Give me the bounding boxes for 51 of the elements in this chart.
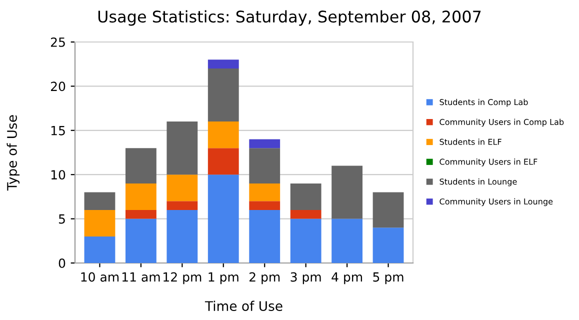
x-axis-title: Time of Use	[204, 300, 282, 312]
x-tick-label: 1 pm	[208, 272, 238, 284]
bar	[290, 210, 322, 219]
y-tick-label: 5	[58, 214, 65, 224]
bar	[332, 166, 363, 219]
y-tick-label: 20	[50, 82, 66, 92]
bar	[249, 201, 280, 210]
bar	[208, 122, 239, 148]
bar	[166, 122, 198, 175]
legend-label: Students in Comp Lab	[440, 98, 528, 107]
y-tick-label: 10	[51, 170, 66, 180]
bar	[125, 210, 156, 219]
bar	[84, 236, 116, 263]
bar	[166, 201, 198, 210]
bar	[372, 228, 404, 263]
x-tick-label: 3 pm	[290, 272, 321, 284]
bar	[249, 139, 280, 148]
legend-label: Community Users in Comp Lab	[440, 118, 564, 127]
y-axis-title: Type of Use	[6, 115, 20, 191]
bar	[125, 218, 156, 263]
legend-label: Students in Lounge	[440, 178, 517, 186]
legend-label: Community Users in Lounge	[440, 198, 553, 206]
bar	[208, 174, 239, 263]
bar	[290, 183, 322, 210]
bar	[249, 210, 280, 263]
x-tick-label: 4 pm	[332, 272, 362, 284]
bar	[332, 218, 363, 263]
bar	[249, 148, 280, 184]
x-tick-label: 10 am	[81, 272, 119, 282]
x-tick-label: 12 pm	[164, 272, 202, 284]
y-tick-label: 25	[50, 37, 65, 47]
bar	[84, 192, 116, 210]
bar	[372, 192, 404, 228]
bar	[290, 218, 322, 263]
y-tick-label: 0	[58, 258, 66, 268]
bar	[208, 60, 239, 69]
legend-label: Community Users in ELF	[440, 158, 538, 166]
chart-title: Usage Statistics: Saturday, September 08, 2007	[98, 10, 481, 26]
x-tick-label: 2 pm	[250, 272, 280, 284]
bar	[166, 174, 198, 202]
legend-label: Students in ELF	[440, 138, 502, 145]
x-tick-label: 11 am	[122, 272, 160, 282]
x-tick-label: 5 pm	[373, 272, 404, 284]
bar	[84, 210, 116, 236]
bar	[249, 183, 280, 202]
bar	[166, 210, 198, 263]
bar	[208, 148, 239, 175]
y-tick-label: 15	[51, 126, 65, 136]
bar	[125, 183, 156, 210]
bar	[208, 68, 239, 122]
bar	[125, 148, 156, 184]
